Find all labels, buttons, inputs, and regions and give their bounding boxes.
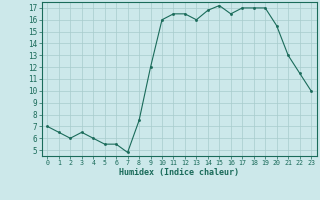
X-axis label: Humidex (Indice chaleur): Humidex (Indice chaleur) <box>119 168 239 177</box>
